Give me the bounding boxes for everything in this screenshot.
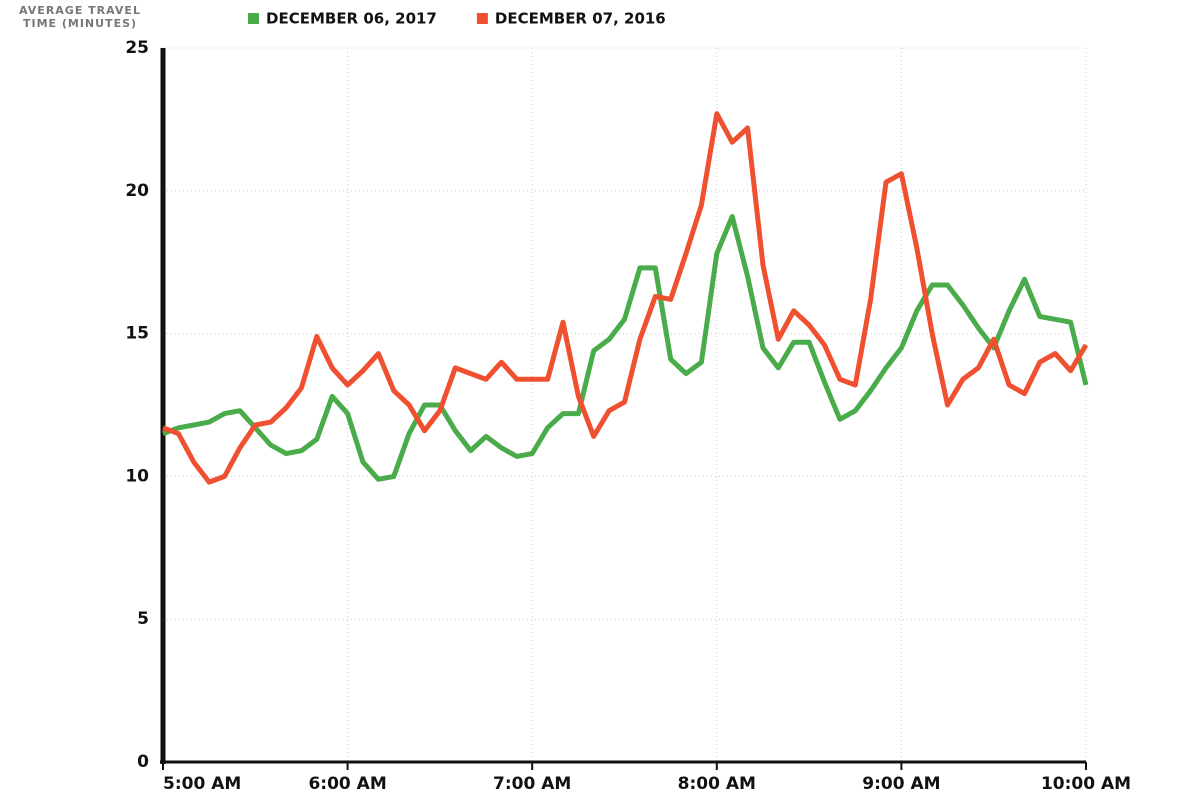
y-tick-label: 5 <box>137 609 149 629</box>
y-axis-label: AVERAGE TRAVEL <box>19 4 141 17</box>
x-tick-label: 9:00 AM <box>862 774 940 794</box>
legend-label: DECEMBER 07, 2016 <box>495 10 666 28</box>
y-tick-label: 10 <box>125 466 149 486</box>
y-tick-label: 20 <box>125 181 149 201</box>
line-series <box>162 214 1089 482</box>
x-tick-label: 10:00 AM <box>1041 774 1131 794</box>
x-tick-label: 5:00 AM <box>163 774 241 794</box>
y-axis-label: TIME (MINUTES) <box>23 17 137 30</box>
legend-swatch <box>248 13 259 24</box>
x-tick-label: 7:00 AM <box>493 774 571 794</box>
x-tick-label: 8:00 AM <box>678 774 756 794</box>
line-series <box>162 111 1089 485</box>
y-tick-label: 15 <box>125 324 149 344</box>
legend-label: DECEMBER 06, 2017 <box>266 10 437 28</box>
y-tick-label: 25 <box>125 38 149 58</box>
y-tick-label: 0 <box>137 752 149 772</box>
legend-swatch <box>476 13 488 24</box>
x-tick-label: 6:00 AM <box>308 774 386 794</box>
